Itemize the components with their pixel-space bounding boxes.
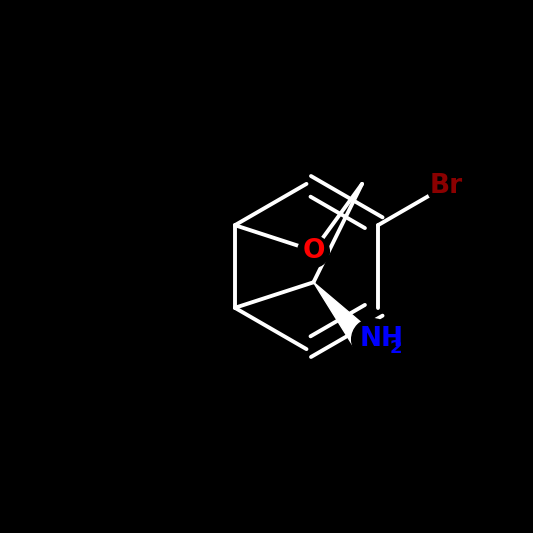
Text: NH: NH: [359, 326, 403, 351]
Polygon shape: [313, 282, 371, 346]
Text: O: O: [302, 238, 325, 264]
Text: 2: 2: [390, 339, 402, 357]
Text: Br: Br: [430, 173, 463, 199]
